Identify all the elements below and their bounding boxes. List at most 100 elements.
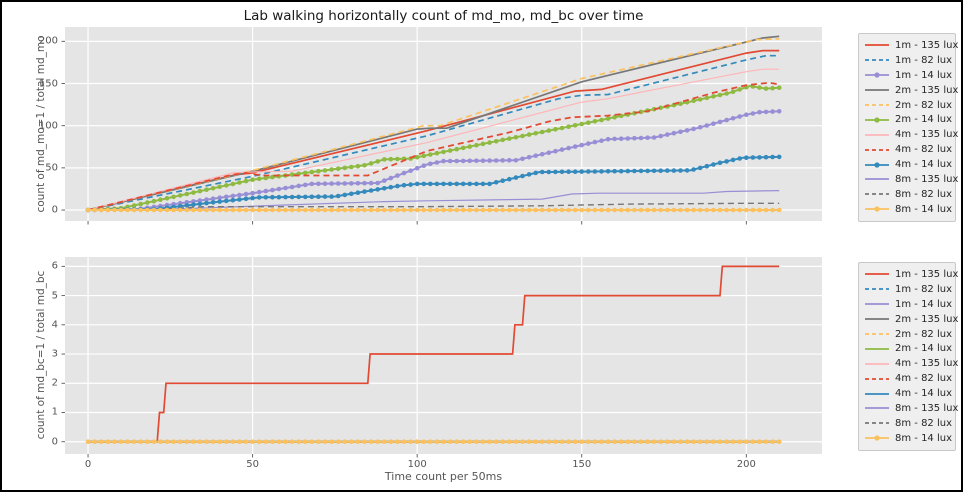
legend-line-sample (865, 273, 889, 276)
legend-label: 8m - 82 lux (895, 417, 953, 429)
y-tick-label: 0 (51, 204, 58, 216)
legend-entry: 4m - 82 lux (864, 142, 953, 157)
legend-line-sample (865, 206, 889, 212)
legend-entry: 2m - 14 lux (864, 112, 953, 127)
md-mo-legend: 1m - 135 lux 1m - 82 lux 1m - 14 lux 2m - 1… (858, 33, 958, 222)
legend-label: 1m - 82 lux (895, 54, 953, 66)
legend-entry: 2m - 82 lux (864, 98, 953, 113)
legend-entry: 1m - 82 lux (864, 53, 953, 68)
y-tick-label: 200 (38, 35, 58, 47)
legend-line-sample (865, 422, 889, 425)
series-1m-135-lux (88, 265, 780, 443)
legend-label: 2m - 82 lux (895, 328, 953, 340)
y-tick-label: 6 (51, 260, 58, 272)
md-bc-legend: 1m - 135 lux 1m - 82 lux 1m - 14 lux 2m - 1… (858, 262, 958, 451)
legend-entry: 2m - 135 lux (864, 83, 958, 98)
legend-entry: 1m - 14 lux (864, 297, 953, 312)
series-2m-135-lux (87, 35, 780, 211)
legend-line-sample (865, 59, 889, 62)
legend-label: 2m - 135 lux (895, 313, 959, 325)
legend-line-sample (865, 133, 889, 136)
legend-entry: 4m - 82 lux (864, 371, 953, 386)
legend-line-sample (865, 362, 889, 365)
legend-label: 8m - 14 lux (895, 432, 953, 444)
series-4m-135-lux (87, 68, 780, 211)
x-tick-label: 200 (736, 459, 756, 470)
y-tick-label: 5 (51, 290, 58, 302)
legend-entry: 1m - 135 lux (864, 267, 958, 282)
legend-label: 4m - 135 lux (895, 358, 959, 370)
series-8m-82-lux (88, 202, 780, 211)
legend-entry: 1m - 135 lux (864, 38, 958, 53)
legend-line-sample (865, 347, 889, 350)
legend-line-sample (865, 318, 889, 321)
y-tick-label: 2 (51, 377, 58, 389)
md-bc-y-axis-label: count of md_bc=1 / total md_bc (35, 270, 47, 440)
legend-entry: 8m - 135 lux (864, 401, 958, 416)
series-4m-82-lux (87, 81, 780, 211)
legend-line-sample (865, 288, 889, 291)
legend-label: 1m - 14 lux (895, 69, 953, 81)
legend-label: 4m - 135 lux (895, 129, 959, 141)
legend-entry: 8m - 135 lux (864, 172, 958, 187)
legend-line-sample (865, 104, 889, 106)
legend-label: 8m - 135 lux (895, 173, 959, 185)
legend-entry: 4m - 14 lux (864, 157, 953, 172)
legend-label: 4m - 82 lux (895, 144, 953, 156)
y-tick-label: 4 (51, 319, 58, 331)
legend-line-sample (865, 148, 889, 151)
legend-line-sample (865, 89, 889, 92)
x-tick-label: 0 (84, 459, 92, 470)
y-tick-label: 3 (51, 348, 58, 360)
legend-entry: 4m - 135 lux (864, 127, 958, 142)
legend-entry: 8m - 82 lux (864, 416, 953, 431)
series-8m-135-lux (87, 190, 780, 211)
legend-line-sample (865, 72, 889, 78)
legend-entry: 2m - 135 lux (864, 312, 958, 327)
series-markers-8m-14-lux (85, 207, 782, 213)
legend-label: 8m - 135 lux (895, 402, 959, 414)
legend-label: 1m - 82 lux (895, 283, 953, 295)
series-markers-8m-14-lux (85, 439, 782, 445)
legend-label: 2m - 82 lux (895, 99, 953, 111)
legend-line-sample (865, 303, 889, 306)
legend-line-sample (865, 44, 889, 47)
legend-entry: 1m - 14 lux (864, 68, 953, 83)
legend-label: 1m - 14 lux (895, 298, 953, 310)
legend-entry: 2m - 82 lux (864, 327, 953, 342)
y-tick-label: 50 (45, 162, 58, 174)
legend-label: 1m - 135 lux (895, 268, 959, 280)
legend-label: 4m - 14 lux (895, 159, 953, 171)
x-axis-label: Time count per 50ms (384, 470, 503, 483)
x-tick-label: 50 (246, 459, 259, 470)
legend-entry: 1m - 82 lux (864, 282, 953, 297)
legend-label: 8m - 14 lux (895, 203, 953, 215)
legend-line-sample (865, 392, 889, 395)
legend-entry: 8m - 82 lux (864, 187, 953, 202)
y-tick-label: 150 (38, 78, 58, 89)
legend-entry: 4m - 14 lux (864, 386, 953, 401)
legend-entry: 2m - 14 lux (864, 341, 952, 356)
legend-line-sample (865, 377, 889, 380)
chart-title: Lab walking horizontally count of md_mo,… (243, 8, 644, 24)
legend-label: 4m - 82 lux (895, 373, 953, 385)
legend-label: 1m - 135 lux (895, 39, 959, 51)
legend-label: 8m - 82 lux (895, 188, 953, 200)
y-tick-label: 1 (51, 406, 58, 418)
legend-entry: 4m - 135 lux (864, 356, 958, 371)
series-markers-1m-14-lux (85, 109, 782, 213)
legend-label: 4m - 14 lux (895, 388, 953, 400)
legend-line-sample (865, 117, 889, 123)
legend-line-sample (865, 333, 889, 335)
legend-line-sample (865, 435, 889, 441)
legend-entry: 8m - 14 lux (864, 431, 953, 446)
y-tick-label: 0 (51, 436, 58, 448)
y-tick-label: 100 (38, 120, 58, 132)
legend-line-sample (865, 193, 889, 196)
legend-label: 2m - 14 lux (895, 114, 953, 126)
legend-label: 2m - 135 lux (895, 84, 959, 96)
legend-entry: 8m - 14 lux (864, 202, 953, 217)
x-tick-label: 100 (407, 459, 427, 470)
